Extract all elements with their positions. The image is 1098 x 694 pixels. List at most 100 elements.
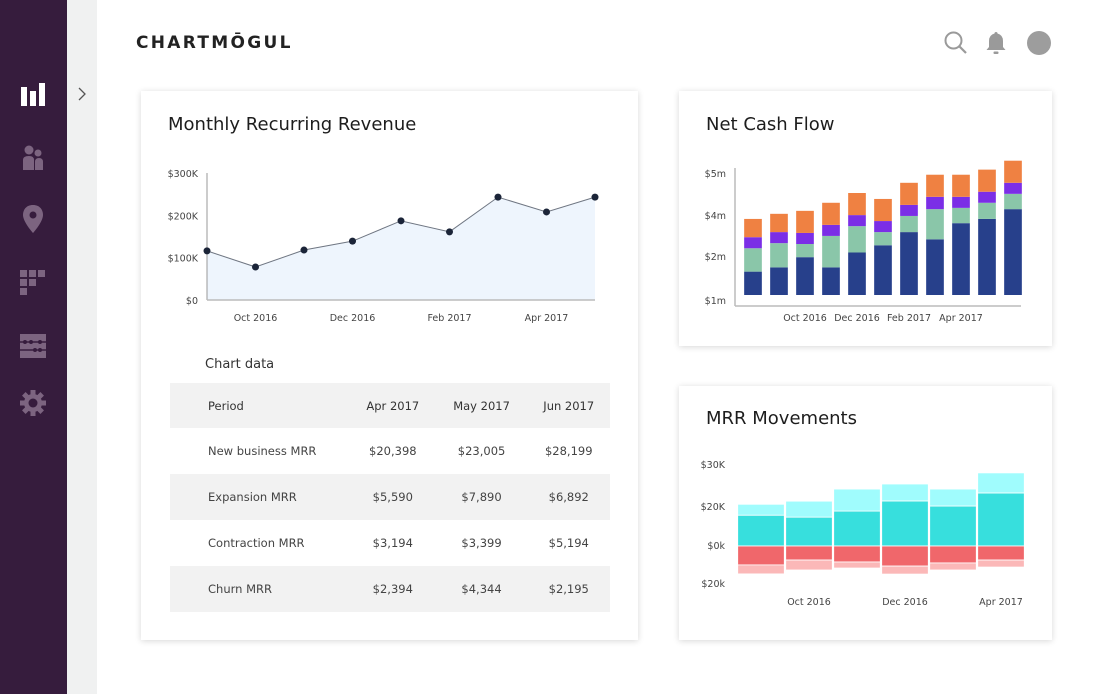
bar-segment-green xyxy=(848,226,866,253)
y-tick-label: $100K xyxy=(168,254,199,265)
bar-segment-churn xyxy=(929,562,977,571)
table-row: Churn MRR $2,394 $4,344 $2,195 xyxy=(170,566,610,612)
notifications-button[interactable] xyxy=(983,30,1009,56)
bar-segment-churn xyxy=(785,559,833,571)
row-label: Contraction MRR xyxy=(208,536,305,550)
grid-blocks-icon xyxy=(20,270,45,295)
net-cash-flow-chart: $5m $4m $2m $1m Oct 2016 Dec 2016 Feb 2017 Apr … xyxy=(705,160,1022,324)
bar-segment-purple xyxy=(978,191,996,203)
x-tick-label: Apr 2017 xyxy=(939,313,983,324)
bar-segment-orange xyxy=(926,174,944,197)
bar-segment-orange xyxy=(952,174,970,197)
table-cell: $20,398 xyxy=(369,444,417,458)
bar-segment-purple xyxy=(796,232,814,244)
bar-segment-churn xyxy=(737,564,785,575)
bar-segment-green xyxy=(926,209,944,240)
bar-segment-expansion xyxy=(929,488,977,507)
bar-segment-orange xyxy=(822,202,840,225)
bar-segment-purple xyxy=(952,196,970,208)
data-point xyxy=(349,237,356,245)
x-tick-label: Feb 2017 xyxy=(427,313,471,324)
bar-segment-green xyxy=(952,207,970,224)
data-point xyxy=(494,193,502,201)
bar-segment-green xyxy=(1004,193,1022,210)
bar-segment-orange xyxy=(1004,160,1022,183)
bar-segment-contraction xyxy=(833,545,881,563)
sidebar-item-settings[interactable] xyxy=(19,389,47,417)
row-label: Expansion MRR xyxy=(208,490,297,504)
data-point xyxy=(203,247,211,255)
y-tick-label: $20k xyxy=(701,579,725,590)
y-tick-label: $1m xyxy=(705,296,726,307)
chevron-right-icon xyxy=(78,87,86,101)
y-tick-label: $300K xyxy=(168,169,199,180)
bar-segment-contraction xyxy=(881,545,929,567)
bar-segment-navy xyxy=(1004,209,1022,295)
table-cell: $6,892 xyxy=(548,490,589,504)
x-tick-label: Oct 2016 xyxy=(787,597,831,608)
x-tick-label: Dec 2016 xyxy=(882,597,928,608)
data-point xyxy=(591,193,599,201)
bar-segment-navy xyxy=(822,267,840,295)
sidebar-expand-button[interactable] xyxy=(74,85,90,103)
bell-icon xyxy=(986,32,1006,54)
row-label: New business MRR xyxy=(208,444,317,458)
y-tick-label: $0k xyxy=(707,541,725,552)
bar-segment-new-business xyxy=(833,510,881,547)
bar-segment-green xyxy=(822,235,840,268)
bar-segment-expansion xyxy=(977,472,1025,494)
x-tick-label: Dec 2016 xyxy=(834,313,880,324)
data-point xyxy=(446,228,453,236)
bar-segment-orange xyxy=(744,218,762,238)
column-header: Period xyxy=(208,398,244,413)
bar-segment-orange xyxy=(796,210,814,233)
sidebar-item-segments[interactable] xyxy=(19,268,47,296)
bar-segment-green xyxy=(796,244,814,258)
bar-segment-orange xyxy=(900,182,918,205)
bar-segment-expansion xyxy=(881,483,929,502)
table-cell: $5,590 xyxy=(372,490,413,504)
sidebar-expand-strip xyxy=(67,0,97,694)
search-button[interactable] xyxy=(943,30,969,56)
mrr-chart: $300K $200K $100K $0 Oct 2016 Dec 2016 Feb 201… xyxy=(168,169,599,324)
map-pin-icon xyxy=(23,205,43,233)
y-tick-label: $200K xyxy=(168,211,199,222)
data-point xyxy=(397,217,405,225)
sidebar-item-customers[interactable] xyxy=(19,143,47,171)
sidebar-item-plans[interactable] xyxy=(19,332,47,360)
table-row: Expansion MRR $5,590 $7,890 $6,892 xyxy=(170,474,610,520)
bar-segment-orange xyxy=(770,213,788,233)
bar-segment-contraction xyxy=(929,545,977,564)
bar-segment-navy xyxy=(744,271,762,295)
bar-segment-green xyxy=(978,202,996,219)
gear-icon xyxy=(20,390,46,416)
y-tick-label: $20K xyxy=(701,502,726,513)
sidebar-item-dashboard[interactable] xyxy=(19,80,47,108)
table-cell: $2,394 xyxy=(372,582,413,596)
bar-segment-navy xyxy=(978,218,996,295)
mrr-movements-title: MRR Movements xyxy=(706,408,857,429)
bar-segment-new-business xyxy=(737,514,785,547)
bar-segment-contraction xyxy=(785,545,833,561)
table-header-row: Period Apr 2017 May 2017 Jun 2017 xyxy=(170,383,610,428)
bar-segment-navy xyxy=(770,267,788,295)
bar-segment-navy xyxy=(848,252,866,295)
x-tick-label: Feb 2017 xyxy=(887,313,931,324)
table-cell: $4,344 xyxy=(461,582,502,596)
bar-segment-navy xyxy=(796,257,814,295)
bar-segment-churn xyxy=(881,565,929,575)
people-icon xyxy=(23,145,43,170)
avatar[interactable] xyxy=(1027,31,1051,55)
sidebar-item-geo[interactable] xyxy=(19,205,47,233)
table-cell: $7,890 xyxy=(461,490,502,504)
bar-segment-purple xyxy=(822,224,840,236)
net-cash-flow-card: Net Cash Flow $5m $4m $2m $1m Oct 2016 Dec 20… xyxy=(679,91,1052,346)
mrr-movements-chart: $30K $20K $0k $20k Oct 2016 Dec 2016 Apr 2017 xyxy=(701,460,1025,608)
bar-segment-purple xyxy=(926,196,944,210)
bar-segment-new-business xyxy=(929,505,977,547)
y-tick-label: $0 xyxy=(186,296,198,307)
x-tick-label: Dec 2016 xyxy=(330,313,376,324)
bar-segment-churn xyxy=(977,559,1025,568)
table-cell: $5,194 xyxy=(548,536,589,550)
column-header: May 2017 xyxy=(453,398,510,413)
